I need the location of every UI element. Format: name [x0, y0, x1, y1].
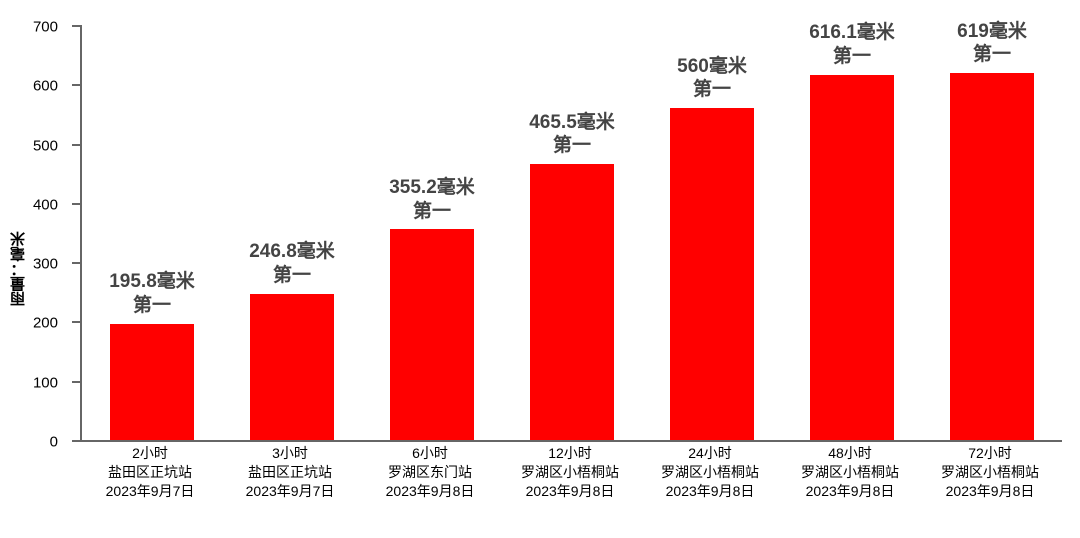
bar-value-rank: 第一 — [973, 44, 1011, 65]
x-tick-label: 72小时罗湖区小梧桐站 2023年9月8日 — [941, 444, 1039, 501]
bar-value-amount: 616.1毫米 — [809, 22, 895, 43]
x-label-date: 2023年9月7日 — [246, 483, 335, 499]
x-label-duration: 2小时 — [132, 445, 168, 461]
x-label-station: 罗湖区小梧桐站 — [661, 464, 759, 480]
x-tick-label: 3小时盐田区正坑站 2023年9月7日 — [246, 444, 335, 501]
y-tick: 0 — [72, 440, 82, 442]
bar: 195.8毫米第一 — [110, 324, 194, 440]
bar-value-label: 616.1毫米第一 — [809, 21, 895, 69]
x-label-duration: 3小时 — [272, 445, 308, 461]
x-label-station: 盐田区正坑站 — [248, 464, 332, 480]
y-tick: 200 — [72, 321, 82, 323]
bar-value-rank: 第一 — [833, 46, 871, 67]
x-label-station: 罗湖区东门站 — [388, 464, 472, 480]
plot-area: 0100200300400500600700195.8毫米第一246.8毫米第一… — [80, 25, 1062, 442]
bar: 616.1毫米第一 — [810, 75, 894, 440]
x-label-date: 2023年9月8日 — [946, 483, 1035, 499]
x-label-station: 罗湖区小梧桐站 — [521, 464, 619, 480]
rainfall-bar-chart: 雨量：毫米 0100200300400500600700195.8毫米第一246… — [0, 0, 1080, 538]
x-tick-label: 6小时罗湖区东门站 2023年9月8日 — [386, 444, 475, 501]
x-label-date: 2023年9月8日 — [386, 483, 475, 499]
bar-value-label: 355.2毫米第一 — [389, 176, 475, 224]
bar-value-amount: 195.8毫米 — [109, 271, 195, 292]
x-label-station: 罗湖区小梧桐站 — [801, 464, 899, 480]
y-tick: 600 — [72, 84, 82, 86]
y-tick-label: 100 — [33, 374, 58, 391]
x-tick-label: 12小时罗湖区小梧桐站 2023年9月8日 — [521, 444, 619, 501]
bar: 355.2毫米第一 — [390, 229, 474, 440]
bar-value-rank: 第一 — [133, 295, 171, 316]
y-tick-label: 500 — [33, 137, 58, 154]
x-label-date: 2023年9月8日 — [526, 483, 615, 499]
y-tick: 100 — [72, 381, 82, 383]
bar: 619毫米第一 — [950, 73, 1034, 440]
y-tick-label: 600 — [33, 78, 58, 95]
bar-value-amount: 465.5毫米 — [529, 112, 615, 133]
x-label-duration: 12小时 — [548, 445, 592, 461]
bar-value-label: 195.8毫米第一 — [109, 270, 195, 318]
x-label-date: 2023年9月7日 — [106, 483, 195, 499]
bar-value-amount: 246.8毫米 — [249, 241, 335, 262]
bar-value-label: 246.8毫米第一 — [249, 240, 335, 288]
y-tick: 500 — [72, 144, 82, 146]
bar: 465.5毫米第一 — [530, 164, 614, 440]
x-label-duration: 48小时 — [828, 445, 872, 461]
x-label-date: 2023年9月8日 — [666, 483, 755, 499]
x-label-duration: 72小时 — [968, 445, 1012, 461]
y-tick-label: 700 — [33, 19, 58, 36]
bar-value-amount: 619毫米 — [957, 21, 1027, 42]
bar-value-rank: 第一 — [693, 79, 731, 100]
bar-value-rank: 第一 — [413, 201, 451, 222]
x-label-station: 罗湖区小梧桐站 — [941, 464, 1039, 480]
y-tick-label: 400 — [33, 196, 58, 213]
bar: 560毫米第一 — [670, 108, 754, 440]
y-tick-label: 0 — [50, 434, 58, 451]
x-label-station: 盐田区正坑站 — [108, 464, 192, 480]
x-tick-label: 24小时罗湖区小梧桐站 2023年9月8日 — [661, 444, 759, 501]
x-axis-labels: 2小时盐田区正坑站 2023年9月7日 3小时盐田区正坑站 2023年9月7日 6小时罗… — [80, 444, 1060, 524]
x-tick-label: 2小时盐田区正坑站 2023年9月7日 — [106, 444, 195, 501]
y-tick-label: 300 — [33, 256, 58, 273]
x-label-date: 2023年9月8日 — [806, 483, 895, 499]
bar: 246.8毫米第一 — [250, 294, 334, 440]
x-label-duration: 6小时 — [412, 445, 448, 461]
bar-value-label: 560毫米第一 — [677, 55, 747, 103]
bar-value-rank: 第一 — [273, 265, 311, 286]
bar-value-rank: 第一 — [553, 135, 591, 156]
y-tick: 400 — [72, 203, 82, 205]
y-axis-title: 雨量：毫米 — [8, 232, 29, 307]
y-tick: 300 — [72, 262, 82, 264]
y-tick: 700 — [72, 25, 82, 27]
x-label-duration: 24小时 — [688, 445, 732, 461]
bar-value-label: 619毫米第一 — [957, 20, 1027, 68]
y-tick-label: 200 — [33, 315, 58, 332]
bar-value-amount: 355.2毫米 — [389, 177, 475, 198]
bar-value-label: 465.5毫米第一 — [529, 111, 615, 159]
bar-value-amount: 560毫米 — [677, 56, 747, 77]
x-tick-label: 48小时罗湖区小梧桐站 2023年9月8日 — [801, 444, 899, 501]
